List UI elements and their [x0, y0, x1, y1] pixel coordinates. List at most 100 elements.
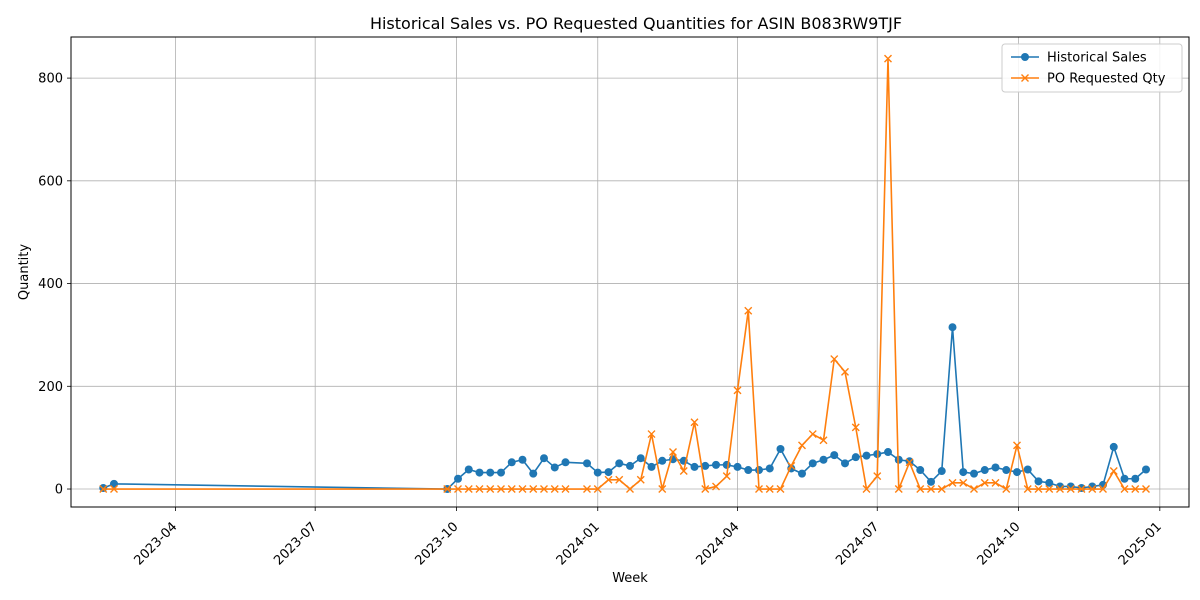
data-point: [1131, 485, 1140, 494]
data-point: [1023, 485, 1032, 494]
data-point: [475, 485, 484, 494]
data-point: [712, 482, 720, 491]
legend-box: [1001, 43, 1183, 93]
data-point: [830, 451, 839, 460]
data-point: [744, 466, 753, 475]
data-point: [1131, 474, 1140, 483]
y-tick-label: 800: [38, 72, 63, 87]
data-point: [1120, 485, 1129, 494]
data-point: [991, 463, 1000, 472]
data-point: [862, 485, 871, 494]
data-point: [927, 477, 935, 486]
data-point: [755, 485, 763, 494]
data-point: [851, 453, 860, 462]
data-point: [959, 478, 968, 487]
data-point: [701, 485, 710, 494]
data-point: [658, 456, 667, 465]
data-point: [948, 478, 957, 487]
y-tick-label: 0: [55, 483, 63, 498]
data-point: [1120, 474, 1129, 483]
data-point: [690, 418, 699, 427]
data-point: [1109, 467, 1118, 476]
data-point: [787, 461, 796, 470]
data-point: [443, 485, 452, 494]
data-point: [690, 462, 699, 471]
data-point: [647, 462, 656, 471]
data-point: [1109, 442, 1118, 451]
data-point: [1088, 485, 1097, 494]
data-point: [540, 454, 548, 463]
data-point: [755, 466, 763, 475]
data-point: [550, 463, 559, 472]
data-point: [99, 483, 108, 492]
data-point: [776, 485, 785, 494]
data-point: [894, 485, 903, 494]
data-point: [110, 479, 118, 488]
y-axis-label: Quantity: [17, 244, 32, 300]
data-point: [454, 485, 462, 494]
legend-marker: [1021, 74, 1029, 82]
data-point: [636, 454, 645, 463]
data-point: [808, 430, 817, 439]
data-point: [970, 469, 978, 478]
data-point: [583, 459, 591, 468]
data-point: [1023, 465, 1032, 474]
data-point: [1002, 466, 1011, 475]
legend-label: PO Requested Qty: [1047, 72, 1166, 87]
data-point: [615, 475, 624, 484]
data-point: [529, 485, 538, 494]
data-point: [636, 475, 645, 484]
data-point: [1034, 477, 1043, 486]
plot-frame: [70, 36, 1190, 508]
data-point: [669, 448, 677, 457]
data-point: [991, 478, 1000, 487]
data-point: [593, 468, 602, 477]
data-point: [593, 485, 602, 494]
data-point: [937, 485, 946, 494]
data-point: [486, 485, 495, 494]
data-point: [1013, 441, 1021, 450]
data-point: [1045, 478, 1054, 487]
data-point: [604, 468, 613, 477]
data-point: [712, 460, 720, 469]
data-point: [841, 459, 849, 468]
data-point: [765, 464, 774, 473]
data-point: [798, 441, 806, 450]
data-point: [873, 472, 882, 481]
data-point: [507, 485, 516, 494]
data-point: [475, 468, 484, 477]
data-point: [1077, 483, 1086, 492]
data-point: [658, 485, 667, 494]
data-point: [1034, 485, 1043, 494]
data-point: [916, 466, 925, 475]
data-point: [99, 485, 108, 494]
data-point: [615, 459, 624, 468]
data-point: [679, 467, 688, 476]
data-point: [1142, 465, 1150, 474]
data-point: [529, 469, 538, 478]
data-point: [518, 485, 527, 494]
data-point: [819, 455, 828, 464]
legend-label: Historical Sales: [1047, 51, 1147, 66]
data-point: [862, 451, 871, 460]
data-point: [583, 485, 591, 494]
data-point: [454, 474, 462, 483]
data-point: [830, 355, 839, 364]
data-point: [1077, 485, 1086, 494]
data-point: [819, 436, 828, 445]
data-point: [970, 485, 978, 494]
data-point: [980, 478, 989, 487]
data-point: [1056, 485, 1064, 494]
data-point: [765, 485, 774, 494]
data-point: [798, 469, 806, 478]
data-point: [905, 457, 914, 466]
data-point: [626, 485, 634, 494]
data-point: [110, 485, 118, 494]
data-point: [701, 461, 710, 470]
data-point: [905, 458, 914, 467]
data-point: [464, 465, 473, 474]
data-point: [1099, 485, 1107, 494]
data-point: [959, 468, 968, 477]
data-point: [626, 461, 634, 470]
